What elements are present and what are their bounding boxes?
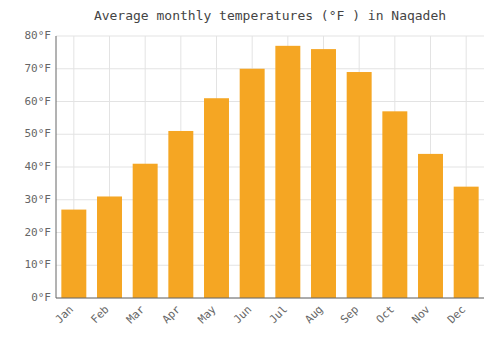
y-tick-label: 70°F — [25, 62, 52, 75]
y-axis-line — [56, 36, 57, 298]
y-tick-label: 80°F — [25, 29, 52, 42]
x-tick-label: Jan — [53, 303, 76, 326]
x-tick-label: Oct — [374, 303, 397, 326]
y-grid-line — [56, 134, 484, 135]
bar — [97, 196, 122, 298]
grid — [56, 36, 484, 298]
x-tick-label: Dec — [445, 303, 468, 326]
bar — [275, 46, 300, 298]
x-tick-label: Nov — [409, 303, 433, 327]
y-tick-label: 10°F — [25, 258, 52, 271]
bars — [61, 46, 478, 298]
x-tick-label: Feb — [88, 303, 111, 326]
bar — [168, 131, 193, 298]
y-tick-label: 40°F — [25, 160, 52, 173]
x-tick-label: Jun — [231, 303, 254, 326]
y-tick-label: 0°F — [31, 291, 51, 304]
bar — [61, 210, 86, 298]
bar — [311, 49, 336, 298]
y-grid-line — [56, 36, 484, 37]
x-tick-label: Aug — [302, 303, 325, 326]
x-tick-label: May — [195, 303, 219, 327]
y-tick-label: 60°F — [25, 95, 52, 108]
y-tick-label: 20°F — [25, 226, 52, 239]
y-grid-line — [56, 101, 484, 102]
y-tick-label: 30°F — [25, 193, 52, 206]
title: Average monthly temperatures (°F ) in Na… — [94, 8, 446, 23]
x-tick-label: Jul — [267, 303, 290, 326]
x-tick-label: Sep — [338, 303, 361, 326]
bar — [133, 164, 158, 298]
bar — [382, 111, 407, 298]
x-tick-label: Mar — [124, 303, 148, 327]
x-axis-line — [56, 298, 484, 299]
bar — [347, 72, 372, 298]
bar — [418, 154, 443, 298]
bar — [240, 69, 265, 298]
chart: Average monthly temperatures (°F ) in Na… — [0, 0, 500, 350]
y-tick-label: 50°F — [25, 127, 52, 140]
bar — [454, 187, 479, 298]
y-grid-line — [56, 298, 484, 299]
x-tick-label: Apr — [160, 303, 184, 327]
y-grid-line — [56, 68, 484, 69]
bar — [204, 98, 229, 298]
